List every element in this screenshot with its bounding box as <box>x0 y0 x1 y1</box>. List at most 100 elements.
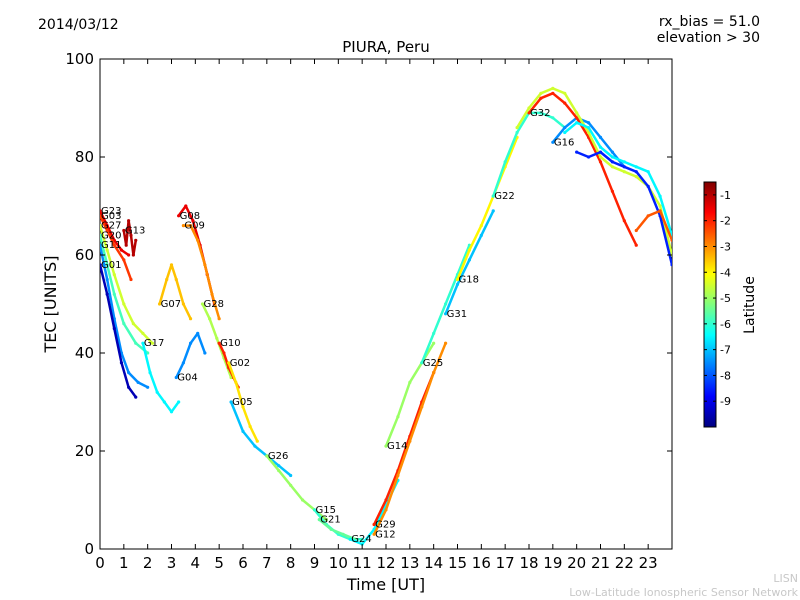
data-point <box>658 209 662 213</box>
data-point <box>317 518 321 522</box>
data-point <box>658 194 662 198</box>
data-point <box>217 341 221 345</box>
data-point <box>551 140 555 144</box>
colorbar-tick-label: -2 <box>720 215 731 228</box>
data-point <box>277 469 281 473</box>
data-point <box>200 302 205 306</box>
data-point <box>598 155 603 159</box>
data-point <box>105 263 109 267</box>
x-tick-label: 20 <box>567 554 586 572</box>
data-point <box>586 155 591 159</box>
series-layer <box>100 86 672 546</box>
data-point <box>610 160 615 164</box>
colorbar-ticks: -1 -2 -3 -4 -5 -6 -7 -8 -9 <box>704 189 731 408</box>
data-point <box>479 233 483 237</box>
data-point <box>255 439 259 443</box>
series-label-g09: G09 <box>184 221 204 232</box>
data-point <box>248 424 252 429</box>
data-point <box>136 380 140 384</box>
series-label-g12: G12 <box>375 529 395 540</box>
series-line-g07 <box>158 263 192 320</box>
x-tick-label: 6 <box>238 554 248 572</box>
series-label-g29: G29 <box>375 520 395 531</box>
data-point <box>100 224 102 228</box>
x-tick-label: 15 <box>448 554 467 572</box>
data-point <box>131 253 135 257</box>
data-point <box>215 336 219 340</box>
series-label-g01: G01 <box>101 260 121 271</box>
data-point <box>420 361 424 365</box>
data-point <box>396 473 400 478</box>
footer-network: Low-Latitude Ionospheric Sensor Network <box>569 586 798 599</box>
data-point <box>134 395 138 399</box>
y-axis-label: TEC [UNITS] <box>41 256 60 354</box>
data-point <box>191 219 195 223</box>
x-tick-label: 0 <box>95 554 105 572</box>
data-point <box>188 341 193 345</box>
y-tick-label: 0 <box>84 540 94 558</box>
series-label-g02: G02 <box>230 358 250 369</box>
x-tick-label: 14 <box>424 554 443 572</box>
data-point <box>408 380 412 384</box>
data-point <box>575 111 579 115</box>
data-point <box>467 258 472 262</box>
data-point <box>148 371 152 375</box>
data-point <box>610 155 615 159</box>
x-tick-label: 18 <box>519 554 538 572</box>
data-point <box>203 351 207 355</box>
data-point <box>432 371 436 375</box>
data-point <box>146 385 150 389</box>
colorbar-tick-label: -3 <box>720 240 731 253</box>
rx-bias-label: rx_bias = 51.0 <box>658 14 760 30</box>
data-point <box>112 292 116 296</box>
data-point <box>150 341 155 345</box>
data-point <box>229 400 233 404</box>
data-point <box>127 253 131 257</box>
data-point <box>208 317 212 321</box>
data-point <box>575 121 579 125</box>
data-point <box>563 130 567 135</box>
data-point <box>169 410 174 414</box>
series-label-g28: G28 <box>203 299 223 310</box>
data-point <box>539 111 543 115</box>
series-label-g15: G15 <box>316 505 336 516</box>
data-point <box>396 415 400 419</box>
date-label: 2014/03/12 <box>38 17 119 33</box>
data-point <box>646 184 650 188</box>
data-point <box>586 126 591 130</box>
data-point <box>122 322 126 326</box>
series-label-g24: G24 <box>351 534 371 545</box>
axes: 0 1 2 3 4 5 6 7 8 9 10 11 12 13 14 15 16 17 18 19 20 21 22 2302… <box>65 50 672 572</box>
data-point <box>479 224 483 228</box>
data-point <box>155 390 159 394</box>
data-point <box>634 175 638 179</box>
data-point <box>539 96 543 100</box>
data-point <box>527 106 531 110</box>
data-point <box>515 130 519 135</box>
series-label-g08: G08 <box>180 211 200 222</box>
data-point <box>289 473 293 478</box>
data-point <box>670 238 672 242</box>
data-point <box>467 248 472 252</box>
data-point <box>122 228 126 233</box>
x-tick-label: 13 <box>400 554 419 572</box>
y-tick-label: 60 <box>75 246 94 264</box>
colorbar-tick-label: -8 <box>720 369 731 382</box>
data-point <box>551 86 555 90</box>
data-point <box>141 331 145 335</box>
data-point <box>551 91 555 95</box>
data-point <box>563 91 567 95</box>
data-point <box>634 165 638 169</box>
data-point <box>105 228 109 233</box>
data-point <box>217 317 221 321</box>
x-tick-label: 11 <box>353 554 372 572</box>
series-line-g21 <box>318 518 357 541</box>
data-point <box>443 302 448 306</box>
series-label-g31: G31 <box>447 309 467 320</box>
data-point <box>598 160 603 164</box>
series-line-g29 <box>372 371 435 526</box>
data-point <box>169 263 174 267</box>
series-label-g04: G04 <box>177 373 197 384</box>
x-tick-label: 9 <box>310 554 320 572</box>
